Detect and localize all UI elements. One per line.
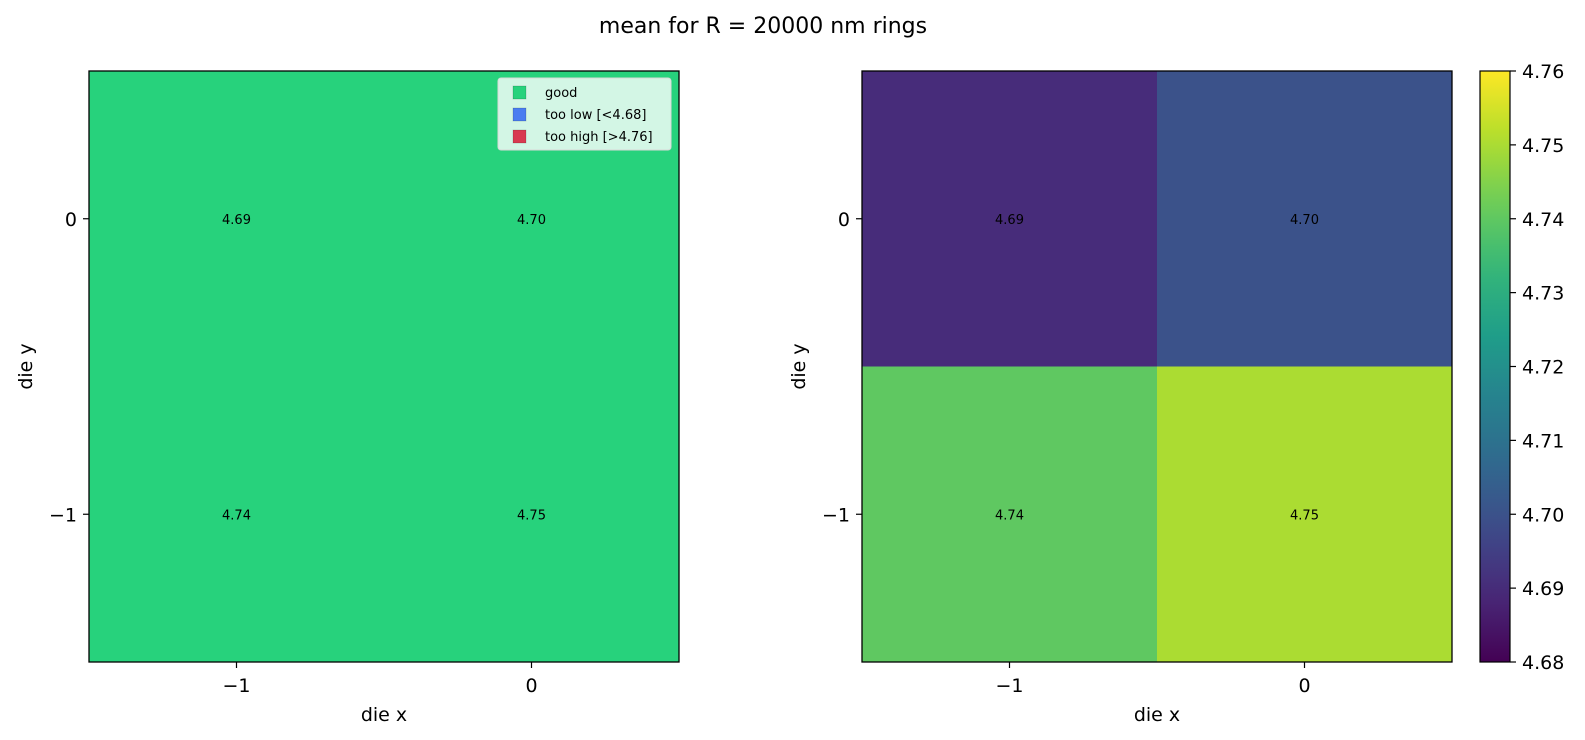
colorbar-tick-label: 4.72	[1522, 357, 1564, 379]
colorbar-tick-label: 4.71	[1522, 430, 1564, 452]
colorbar-tick-label: 4.73	[1522, 283, 1564, 305]
y-axis-label: die y	[788, 343, 810, 389]
heatmap-cell	[89, 366, 384, 662]
colorbar-tick-label: 4.76	[1522, 61, 1564, 83]
y-axis-label: die y	[15, 343, 37, 389]
x-tick-label: 0	[1298, 675, 1310, 697]
cell-value-label: 4.70	[517, 213, 546, 228]
colorbar-tick-label: 4.75	[1522, 135, 1564, 157]
x-tick-label: 0	[525, 675, 537, 697]
legend-swatch	[512, 107, 527, 122]
x-tick-label: −1	[995, 675, 1023, 697]
legend-label: too low [<4.68]	[545, 108, 646, 123]
figure-title: mean for R = 20000 nm rings	[599, 14, 927, 39]
y-tick-label: −1	[822, 504, 850, 526]
heatmap-cell	[1157, 366, 1452, 662]
legend-label: too high [>4.76]	[545, 130, 653, 145]
heatmap-cell	[89, 71, 384, 367]
y-tick-label: −1	[49, 504, 77, 526]
legend-label: good	[545, 86, 577, 101]
values-panel: 4.69 4.70 4.74 4.75 −1 0 0 −1 die x die y	[788, 70, 1453, 726]
legend-swatch	[512, 129, 527, 144]
axes-frame	[861, 70, 1453, 663]
heatmap-cell	[862, 366, 1157, 662]
x-axis-label: die x	[1134, 704, 1180, 726]
cell-value-label: 4.69	[995, 213, 1024, 228]
heatmap-cell	[862, 71, 1157, 367]
colorbar-tick-label: 4.74	[1522, 209, 1564, 231]
x-tick-label: −1	[222, 675, 250, 697]
legend-swatch	[512, 85, 527, 100]
y-tick-label: 0	[65, 209, 77, 231]
colorbar-tick-label: 4.69	[1522, 578, 1564, 600]
y-tick-label: 0	[838, 209, 850, 231]
legend: good too low [<4.68] too high [>4.76]	[497, 77, 672, 151]
classification-panel: 4.69 4.70 4.74 4.75 −1 0 0 −1 die x die y good too …	[15, 70, 680, 726]
heatmap-cell	[384, 366, 679, 662]
cell-value-label: 4.69	[222, 213, 251, 228]
colorbar: 4.68 4.69 4.70 4.71 4.72 4.73 4.74 4.75 4.76	[1479, 61, 1564, 674]
heatmap-cell	[1157, 71, 1452, 367]
legend-box	[497, 77, 672, 151]
cell-value-label: 4.75	[517, 508, 546, 523]
cell-value-label: 4.75	[1290, 508, 1319, 523]
axes-frame	[88, 70, 680, 663]
cell-value-label: 4.70	[1290, 213, 1319, 228]
colorbar-tick-label: 4.70	[1522, 504, 1564, 526]
x-axis-label: die x	[361, 704, 407, 726]
cell-value-label: 4.74	[222, 508, 251, 523]
cell-value-label: 4.74	[995, 508, 1024, 523]
colorbar-gradient	[1480, 71, 1510, 662]
colorbar-tick-label: 4.68	[1522, 652, 1564, 674]
